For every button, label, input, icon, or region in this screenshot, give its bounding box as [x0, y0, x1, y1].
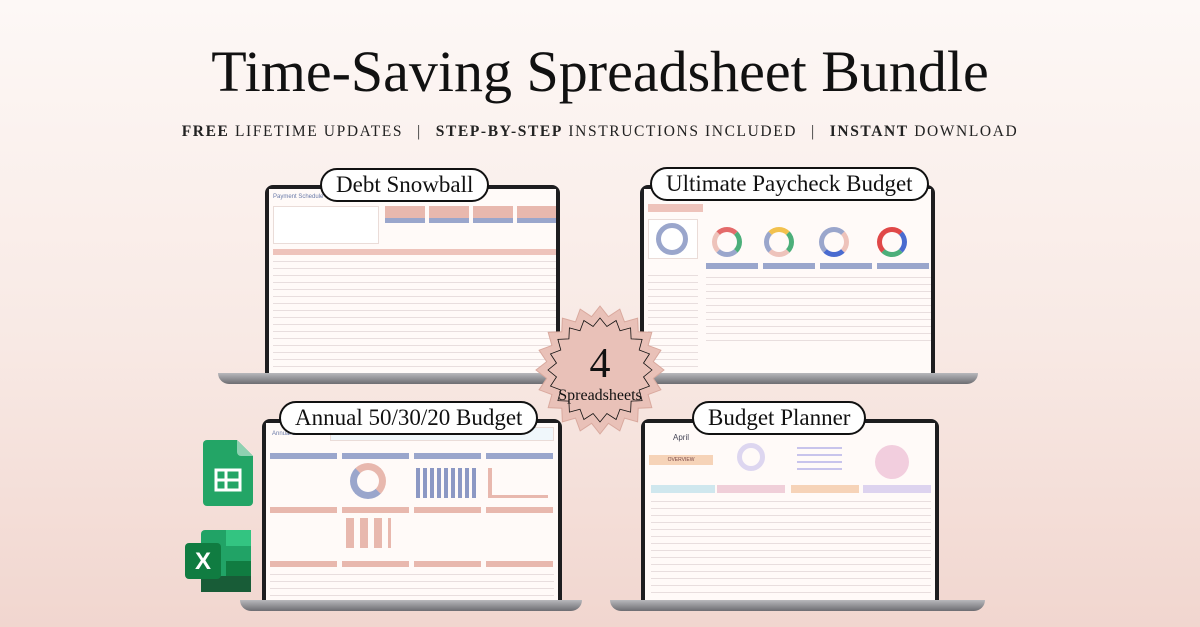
feature-3-bold: INSTANT — [829, 123, 909, 140]
laptop-annual-budget: Annual Dashboard — [262, 419, 562, 602]
laptop-base — [610, 600, 985, 611]
separator: | — [811, 123, 816, 140]
feature-3-text: DOWNLOAD — [914, 123, 1019, 140]
laptop-debt-snowball: Payment Schedule — [265, 185, 560, 373]
budget-planner-screen: April OVERVIEW — [645, 423, 935, 602]
label-annual-budget: Annual 50/30/20 Budget — [279, 401, 539, 435]
screen-title: April — [673, 433, 690, 442]
separator: | — [417, 123, 422, 140]
label-budget-planner: Budget Planner — [692, 401, 867, 435]
svg-text:X: X — [195, 548, 211, 575]
laptop-paycheck-budget — [640, 185, 935, 373]
feature-2-bold: STEP-BY-STEP — [435, 123, 563, 140]
laptop-budget-planner: April OVERVIEW — [641, 419, 939, 602]
badge-label: Spreadsheets — [558, 387, 642, 404]
excel-icon: X — [185, 530, 251, 592]
overview-label: OVERVIEW — [667, 457, 695, 463]
google-sheets-icon — [203, 440, 253, 506]
label-paycheck-budget: Ultimate Paycheck Budget — [650, 167, 929, 201]
debt-snowball-screen: Payment Schedule — [269, 189, 556, 373]
laptop-base — [615, 373, 978, 384]
laptop-base — [240, 600, 582, 611]
paycheck-screen — [644, 189, 931, 373]
laptop-base — [218, 373, 610, 384]
feature-1-text: LIFETIME UPDATES — [234, 123, 404, 140]
feature-1-bold: FREE — [181, 123, 230, 140]
label-debt-snowball: Debt Snowball — [320, 168, 490, 202]
starburst-badge — [535, 305, 665, 435]
annual-budget-screen: Annual Dashboard — [266, 423, 558, 602]
badge-count: 4 — [589, 341, 611, 387]
screen-title: Payment Schedule — [273, 194, 324, 200]
page-title: Time-Saving Spreadsheet Bundle — [211, 39, 989, 104]
feature-2-text: INSTRUCTIONS INCLUDED — [568, 123, 798, 140]
feature-list: FREE LIFETIME UPDATES | STEP-BY-STEP INSTR… — [0, 123, 1200, 141]
